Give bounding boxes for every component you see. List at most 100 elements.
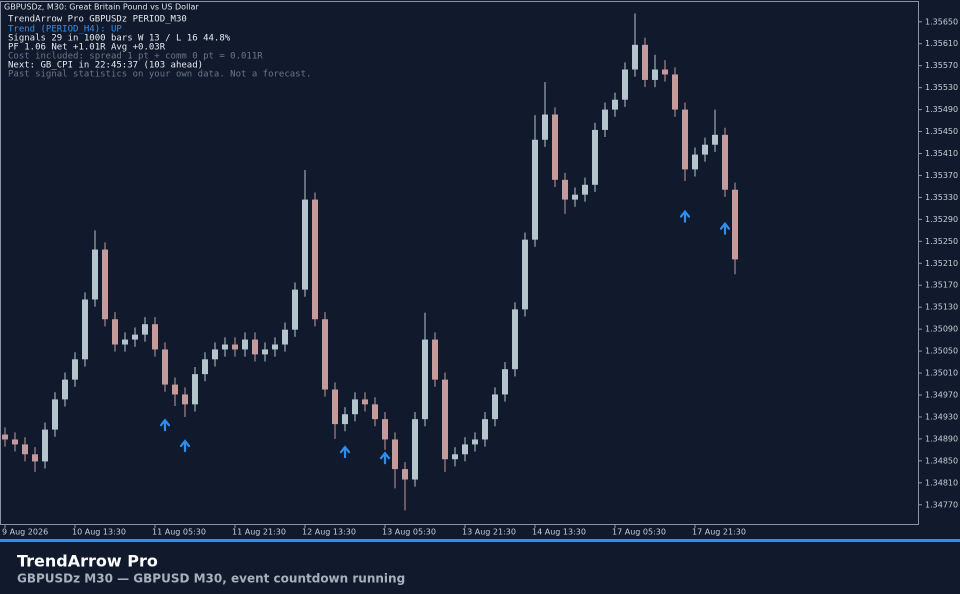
candle-body <box>702 144 708 155</box>
y-tick-label: 1.34970 <box>925 391 958 400</box>
candle-body <box>642 44 648 80</box>
candle-body <box>612 99 618 110</box>
overlay-line: Trend (PERIOD_H4): UP <box>8 25 122 35</box>
candle-body <box>292 289 298 330</box>
candle-body <box>132 334 138 340</box>
candle-body <box>322 319 328 390</box>
candle-body <box>62 379 68 400</box>
candle-body <box>2 434 8 440</box>
candle-body <box>52 399 58 430</box>
candle-body <box>462 444 468 455</box>
candle-body <box>682 109 688 170</box>
candle-body <box>332 389 338 425</box>
x-tick-label: 9 Aug 2026 <box>2 528 48 537</box>
candle-body <box>172 384 178 395</box>
candle-body <box>512 309 518 370</box>
candle-body <box>242 339 248 350</box>
candle-body <box>602 109 608 130</box>
candle-body <box>632 44 638 70</box>
candle-body <box>342 414 348 425</box>
y-tick-label: 1.35330 <box>925 193 958 202</box>
candle-body <box>162 349 168 385</box>
x-tick-label: 17 Aug 05:30 <box>612 528 666 537</box>
y-tick-label: 1.35210 <box>925 259 958 268</box>
candle-body <box>442 379 448 460</box>
candle-body <box>432 339 438 380</box>
candle-body <box>222 344 228 350</box>
candle-body <box>582 184 588 195</box>
y-tick-label: 1.34890 <box>925 434 958 443</box>
overlay-line: PF 1.06 Net +1.01R Avg +0.03R <box>8 43 166 53</box>
y-tick-label: 1.35250 <box>925 237 958 246</box>
y-tick-label: 1.34810 <box>925 478 958 487</box>
candle-body <box>402 469 408 480</box>
candle-body <box>192 374 198 405</box>
candle-body <box>362 399 368 405</box>
candle-body <box>372 404 378 420</box>
x-tick-label: 13 Aug 05:30 <box>382 528 436 537</box>
x-tick-label: 11 Aug 21:30 <box>232 528 286 537</box>
plot: 1.35650 1.35610 1.35570 1.35530 1.35490 1.354… <box>2 13 958 537</box>
candle-body <box>542 114 548 140</box>
signal-arrow <box>679 209 691 223</box>
candle-body <box>122 339 128 345</box>
candle-body <box>482 419 488 440</box>
y-tick-label: 1.35650 <box>925 17 958 26</box>
window-title: GBPUSDz, M30: Great Britain Pound vs US … <box>4 3 199 12</box>
candle-body <box>662 69 668 75</box>
candle-body <box>12 439 18 445</box>
overlay-line: TrendArrow Pro GBPUSDz PERIOD_M30 <box>8 15 187 25</box>
candle-body <box>412 419 418 480</box>
candle-body <box>152 324 158 350</box>
candle-body <box>82 299 88 360</box>
candle-body <box>452 454 458 460</box>
y-tick-label: 1.35410 <box>925 149 958 158</box>
candle-body <box>722 134 728 190</box>
x-tick-label: 11 Aug 05:30 <box>152 528 206 537</box>
candle-body <box>492 394 498 420</box>
x-tick-label: 12 Aug 13:30 <box>302 528 356 537</box>
candle-body <box>212 349 218 360</box>
candle-body <box>252 339 258 355</box>
candle-body <box>692 154 698 170</box>
candle-body <box>232 344 238 350</box>
candle-body <box>652 69 658 80</box>
y-tick-label: 1.35050 <box>925 347 958 356</box>
candle-body <box>312 199 318 320</box>
candle-body <box>22 444 28 455</box>
candle-body <box>302 199 308 290</box>
overlay-line: Signals 29 in 1000 bars W 13 / L 16 44.8… <box>8 34 231 44</box>
candle-body <box>102 249 108 320</box>
y-tick-label: 1.35610 <box>925 39 958 48</box>
x-tick-label: 10 Aug 13:30 <box>72 528 126 537</box>
caption-subtitle: GBPUSDz M30 — GBPUSD M30, event countdow… <box>17 572 405 586</box>
candle-body <box>732 189 738 260</box>
candle-body <box>112 319 118 345</box>
candle-body <box>532 139 538 240</box>
candle-body <box>282 329 288 345</box>
signal-arrow <box>339 445 351 459</box>
signal-arrow <box>159 418 171 432</box>
candle-body <box>202 359 208 375</box>
candle-body <box>72 359 78 380</box>
signal-arrow <box>179 439 191 453</box>
y-tick-label: 1.35530 <box>925 83 958 92</box>
candle-body <box>562 179 568 200</box>
candle-body <box>422 339 428 420</box>
candle-body <box>42 429 48 462</box>
x-tick-label: 14 Aug 13:30 <box>532 528 586 537</box>
candle-body <box>382 419 388 440</box>
y-tick-label: 1.35370 <box>925 171 958 180</box>
overlay: TrendArrow Pro GBPUSDz PERIOD_M30 Trend … <box>8 15 311 80</box>
candle-body <box>502 369 508 395</box>
candle-body <box>552 114 558 180</box>
candle-body <box>592 129 598 185</box>
candle-body <box>712 134 718 145</box>
x-tick-label: 13 Aug 21:30 <box>462 528 516 537</box>
signal-arrow <box>719 221 731 235</box>
y-tick-label: 1.35570 <box>925 61 958 70</box>
candle-body <box>472 439 478 445</box>
candle-body <box>262 349 268 355</box>
